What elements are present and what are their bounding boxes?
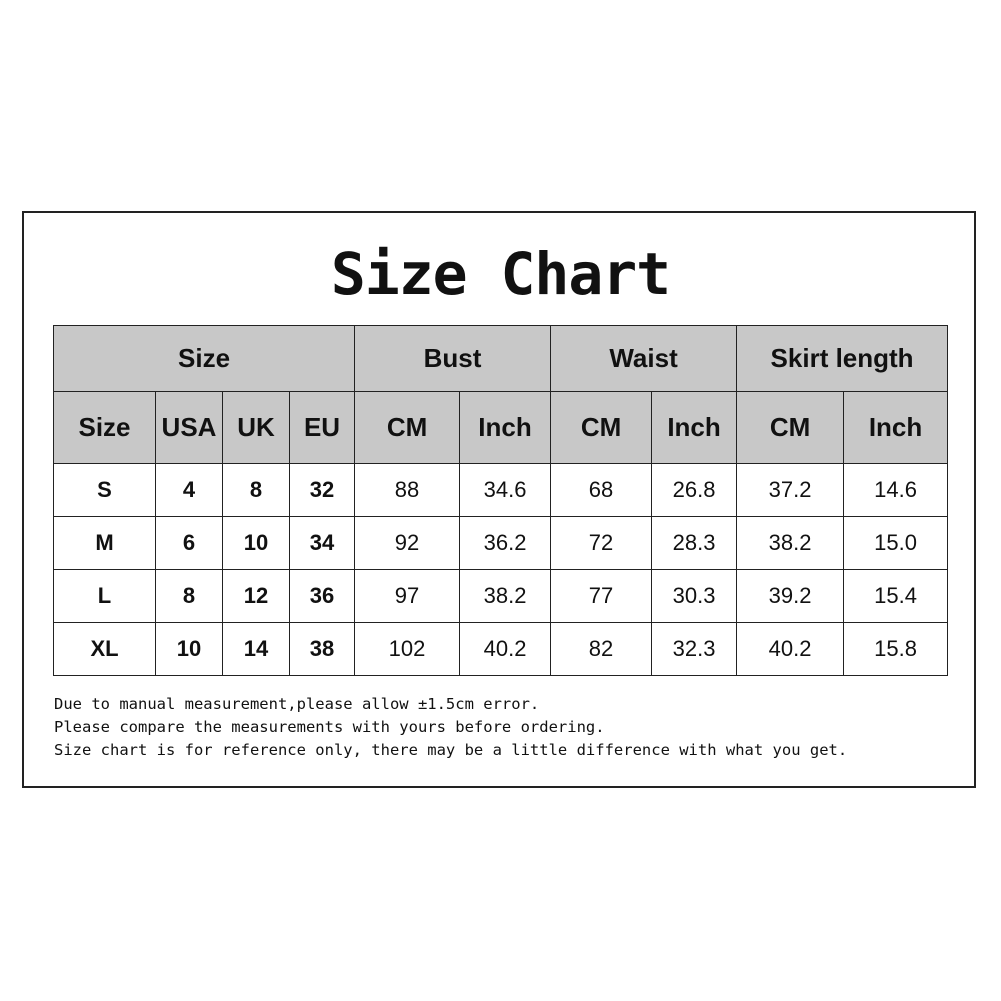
table-cell: 102 — [354, 622, 461, 676]
table-cell: 40.2 — [459, 622, 552, 676]
table-cell: 34 — [288, 516, 356, 570]
table-cell: 82 — [550, 622, 653, 676]
column-header: CM — [736, 391, 845, 464]
column-header: UK — [222, 391, 290, 464]
table-cell: 8 — [155, 569, 223, 623]
group-header: Size — [52, 325, 356, 392]
table-cell: 28.3 — [651, 516, 738, 570]
sub-header-row: Size USA UK EU CM Inch CM Inch CM Inch — [53, 391, 949, 464]
table-cell: 14.6 — [843, 463, 949, 517]
table-row: M 6 10 34 92 36.2 72 28.3 38.2 15.0 — [53, 516, 949, 570]
table-cell: 88 — [354, 463, 461, 517]
table-cell: 15.0 — [843, 516, 949, 570]
table-cell: L — [53, 569, 156, 623]
group-header-row: Size Bust Waist Skirt length — [52, 325, 949, 392]
note-line: Please compare the measurements with you… — [54, 718, 605, 736]
table-cell: 32.3 — [651, 622, 738, 676]
table-cell: 32 — [288, 463, 356, 517]
table-cell: S — [53, 463, 156, 517]
group-header: Bust — [354, 325, 552, 392]
table-cell: 14 — [222, 622, 290, 676]
column-header: CM — [550, 391, 653, 464]
table-row: S 4 8 32 88 34.6 68 26.8 37.2 14.6 — [53, 463, 949, 517]
note-line: Size chart is for reference only, there … — [54, 741, 848, 759]
column-header: Size — [53, 391, 156, 464]
table-cell: 15.8 — [843, 622, 949, 676]
note-line: Due to manual measurement,please allow ±… — [54, 695, 540, 713]
table-cell: 36 — [288, 569, 356, 623]
table-cell: 15.4 — [843, 569, 949, 623]
column-header: Inch — [651, 391, 738, 464]
column-header: USA — [155, 391, 223, 464]
chart-frame — [22, 211, 976, 788]
table-cell: 4 — [155, 463, 223, 517]
notes: Due to manual measurement,please allow ±… — [54, 693, 847, 762]
group-header: Skirt length — [736, 325, 949, 392]
table-cell: 26.8 — [651, 463, 738, 517]
table-cell: 10 — [222, 516, 290, 570]
table-cell: 34.6 — [459, 463, 552, 517]
column-header: Inch — [459, 391, 552, 464]
table-cell: 30.3 — [651, 569, 738, 623]
table-row: L 8 12 36 97 38.2 77 30.3 39.2 15.4 — [53, 569, 949, 623]
table-cell: 39.2 — [736, 569, 845, 623]
table-cell: 92 — [354, 516, 461, 570]
table-cell: 8 — [222, 463, 290, 517]
table-cell: 38 — [288, 622, 356, 676]
table-cell: 12 — [222, 569, 290, 623]
table-cell: 38.2 — [459, 569, 552, 623]
table-cell: 10 — [155, 622, 223, 676]
table-cell: 6 — [155, 516, 223, 570]
table-cell: 77 — [550, 569, 653, 623]
column-header: CM — [354, 391, 461, 464]
size-table: Size Bust Waist Skirt length Size USA UK EU… — [52, 325, 949, 676]
table-cell: 72 — [550, 516, 653, 570]
page-title: Size Chart — [330, 240, 671, 308]
table-cell: 40.2 — [736, 622, 845, 676]
group-header: Waist — [550, 325, 738, 392]
column-header: EU — [288, 391, 356, 464]
table-cell: XL — [53, 622, 156, 676]
table-cell: 37.2 — [736, 463, 845, 517]
table-row: XL 10 14 38 102 40.2 82 32.3 40.2 15.8 — [53, 622, 949, 676]
table-cell: 97 — [354, 569, 461, 623]
table-cell: 36.2 — [459, 516, 552, 570]
column-header: Inch — [843, 391, 949, 464]
table-cell: M — [53, 516, 156, 570]
table-cell: 68 — [550, 463, 653, 517]
table-cell: 38.2 — [736, 516, 845, 570]
